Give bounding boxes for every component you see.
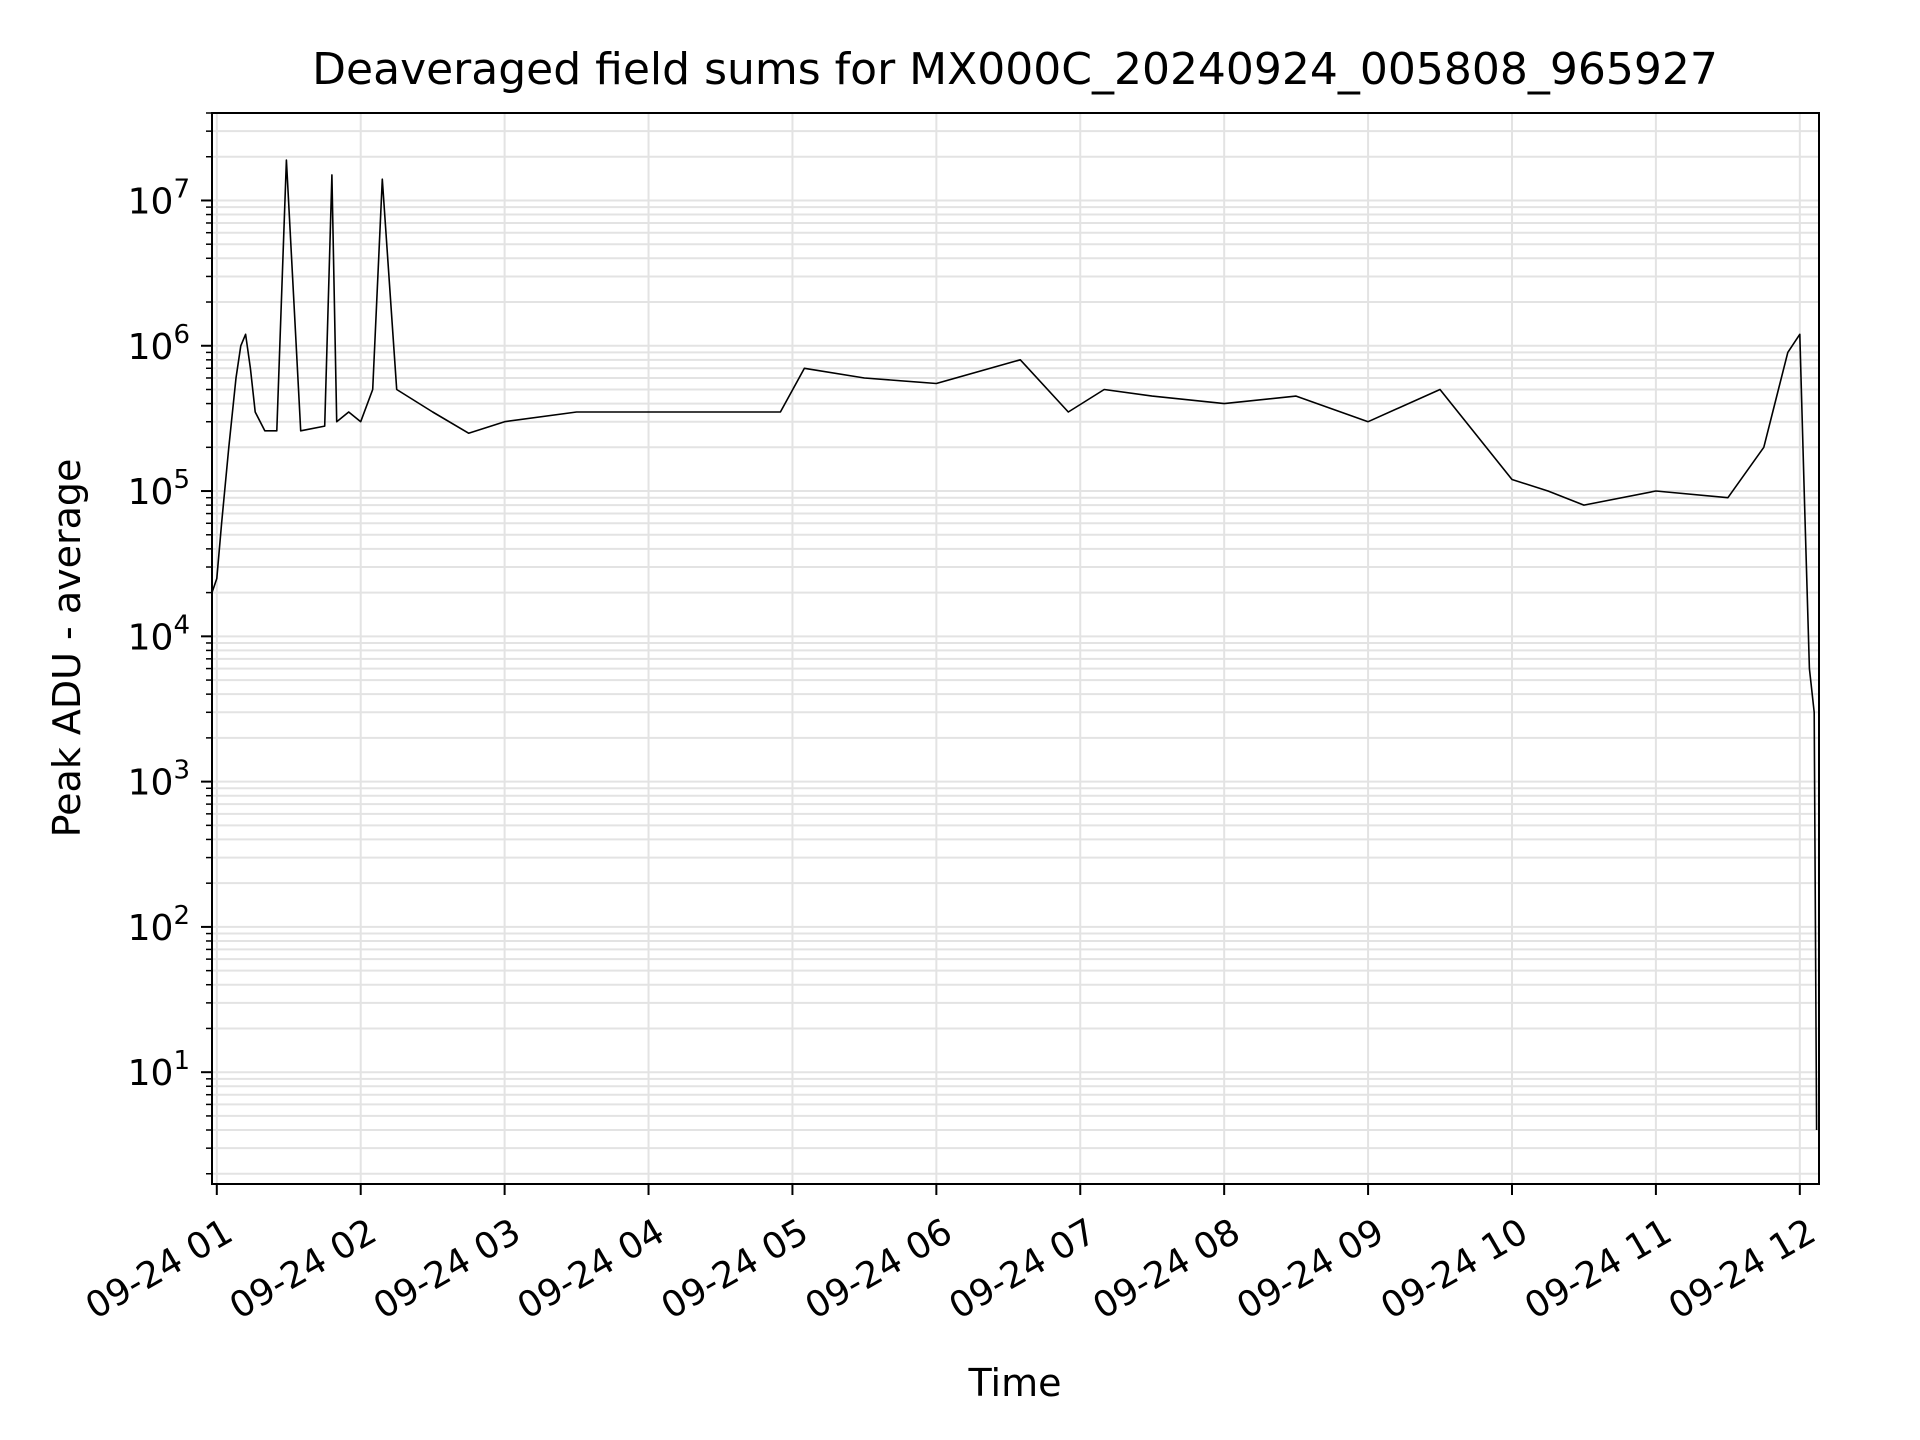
y-tick-base: 10 xyxy=(128,327,174,368)
y-tick-base: 10 xyxy=(128,617,174,658)
y-tick-base: 10 xyxy=(128,181,174,222)
y-tick-exponent: 2 xyxy=(173,901,190,931)
y-tick-label: 102 xyxy=(128,901,190,949)
y-tick-exponent: 1 xyxy=(173,1046,190,1076)
y-tick-label: 107 xyxy=(128,174,190,222)
y-tick-label: 101 xyxy=(128,1046,190,1094)
series-layer xyxy=(211,159,1818,1131)
y-axis-label: Peak ADU - average xyxy=(45,459,89,838)
y-tick-base: 10 xyxy=(128,472,174,513)
y-tick-exponent: 6 xyxy=(173,320,190,350)
plot-frame xyxy=(211,112,1820,1185)
chart-title: Deaveraged field sums for MX000C_2024092… xyxy=(312,44,1718,95)
y-tick-exponent: 5 xyxy=(173,465,190,495)
y-tick-label: 103 xyxy=(128,756,190,804)
y-tick-exponent: 3 xyxy=(173,756,190,786)
x-axis-label: Time xyxy=(968,1361,1062,1405)
y-tick-exponent: 4 xyxy=(173,610,190,640)
y-tick-label: 106 xyxy=(128,320,190,368)
grid xyxy=(212,112,1819,1184)
y-tick-base: 10 xyxy=(128,908,174,949)
y-tick-base: 10 xyxy=(128,1053,174,1094)
y-tick-exponent: 7 xyxy=(173,174,190,204)
y-tick-base: 10 xyxy=(128,763,174,804)
y-tick-label: 104 xyxy=(128,610,190,658)
y-tick-label: 105 xyxy=(128,465,190,513)
series-line xyxy=(211,159,1818,1131)
